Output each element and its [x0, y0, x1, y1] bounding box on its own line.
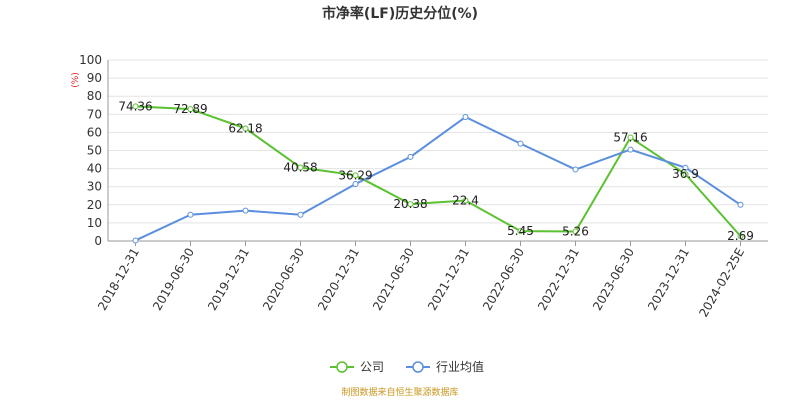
data-label: 40.58: [283, 161, 317, 175]
y-tick-label: 100: [79, 53, 102, 67]
legend-label: 行业均值: [436, 359, 484, 374]
data-point[interactable]: [572, 228, 579, 235]
y-tick-label: 70: [87, 107, 102, 121]
data-point[interactable]: [352, 172, 359, 179]
data-label: 36.9: [672, 167, 699, 181]
data-point[interactable]: [407, 153, 414, 160]
data-label: 72.89: [173, 102, 207, 116]
series-lines: [132, 103, 744, 244]
source-note: 制图数据来自恒生聚源数据库: [341, 386, 458, 398]
data-point[interactable]: [407, 201, 414, 208]
data-label: 5.45: [507, 224, 534, 238]
data-label: 22.4: [452, 193, 479, 207]
data-point[interactable]: [682, 171, 689, 178]
legend-marker: [412, 361, 424, 373]
x-tick-label: 2019-12-31: [205, 246, 252, 313]
data-point[interactable]: [627, 146, 634, 153]
y-tick-label: 0: [94, 234, 102, 248]
data-point[interactable]: [517, 140, 524, 147]
y-tick-label: 60: [87, 125, 102, 139]
data-point[interactable]: [352, 180, 359, 187]
data-point[interactable]: [737, 201, 744, 208]
x-tick-label: 2021-12-31: [425, 246, 472, 313]
y-tick-label: 40: [87, 162, 102, 176]
series-line-1: [135, 105, 742, 237]
data-point[interactable]: [297, 211, 304, 218]
legend-marker: [336, 361, 348, 373]
legend-label: 公司: [360, 360, 384, 374]
x-tick-label: 2018-12-31: [95, 246, 142, 313]
data-label: 5.26: [562, 224, 589, 238]
y-tick-label: 90: [87, 71, 102, 85]
x-tick-label: 2019-06-30: [150, 246, 197, 313]
y-tick-label: 50: [87, 144, 102, 158]
data-labels: 74.36 72.89 62.18 40.58 36.29 20.38 22.4 5.45 5.…: [118, 99, 754, 243]
data-label: 74.36: [118, 99, 152, 113]
x-tick-label: 2024-02-25E: [696, 246, 747, 320]
grid-lines: [107, 59, 768, 242]
data-point[interactable]: [517, 228, 524, 235]
legend-item[interactable]: 公司: [330, 360, 384, 374]
y-tick-label: 10: [87, 216, 102, 230]
data-point[interactable]: [242, 207, 249, 214]
data-point[interactable]: [462, 197, 469, 204]
x-tick-label: 2023-12-31: [645, 246, 692, 313]
data-point[interactable]: [297, 164, 304, 171]
data-point[interactable]: [462, 114, 469, 121]
y-axis-unit-label: (%): [71, 72, 81, 88]
x-axis-ticks: 2018-12-31 2019-06-30 2019-12-31 2020-06-30…: [95, 241, 747, 319]
x-tick-label: 2022-06-30: [480, 246, 527, 313]
data-label: 36.29: [338, 168, 372, 182]
legend[interactable]: 公司 行业均值: [330, 359, 484, 374]
x-tick-label: 2020-06-30: [260, 246, 307, 313]
data-label: 57.16: [613, 131, 647, 145]
series-line-2: [135, 115, 742, 242]
x-tick-label: 2023-06-30: [590, 246, 637, 313]
data-point[interactable]: [682, 164, 689, 171]
data-point[interactable]: [627, 134, 634, 141]
chart-title: 市净率(LF)历史分位(%): [322, 5, 478, 22]
x-tick-label: 2022-12-31: [535, 246, 582, 313]
x-tick-label: 2021-06-30: [370, 246, 417, 313]
data-point[interactable]: [242, 125, 249, 132]
legend-item[interactable]: 行业均值: [406, 359, 484, 374]
y-tick-label: 80: [87, 89, 102, 103]
data-point[interactable]: [187, 211, 194, 218]
data-point[interactable]: [132, 103, 139, 110]
y-axis-ticks: 0 10 20 30 40 50 60 70 80 90 100: [79, 53, 102, 248]
data-label: 2.69: [727, 229, 754, 243]
data-label: 62.18: [228, 121, 262, 135]
data-point[interactable]: [132, 237, 139, 244]
data-point[interactable]: [737, 233, 744, 240]
y-tick-label: 20: [87, 198, 102, 212]
data-point[interactable]: [187, 106, 194, 113]
y-tick-label: 30: [87, 180, 102, 194]
data-label: 20.38: [393, 197, 427, 211]
data-point[interactable]: [572, 166, 579, 173]
x-tick-label: 2020-12-31: [315, 246, 362, 313]
